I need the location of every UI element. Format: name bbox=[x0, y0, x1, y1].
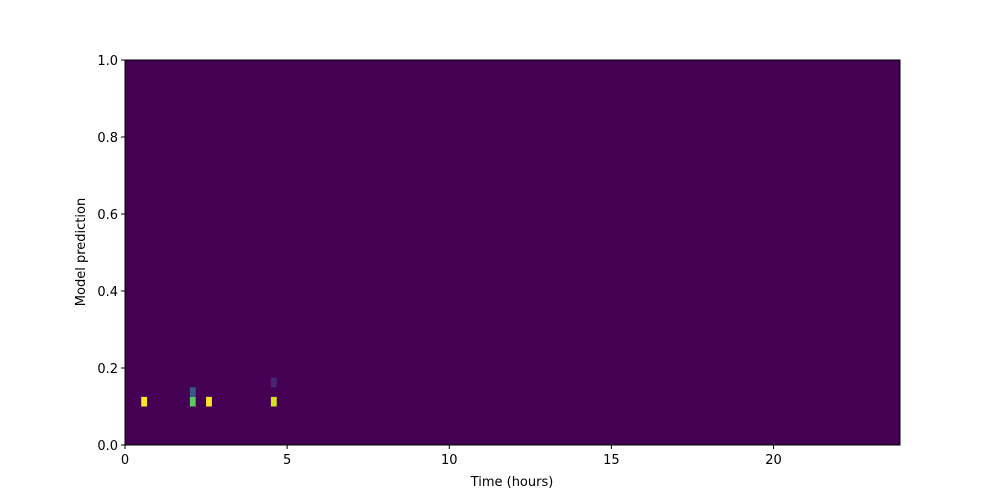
x-tick-label: 20 bbox=[765, 453, 782, 468]
y-tick-label: 0.4 bbox=[97, 285, 118, 300]
heatmap-cell bbox=[141, 396, 148, 407]
y-tick-label: 0.6 bbox=[97, 208, 118, 223]
heatmap-cell bbox=[206, 396, 212, 407]
heatmap-cell bbox=[270, 396, 277, 407]
plot-frame bbox=[124, 59, 901, 446]
heatmap-cell bbox=[270, 377, 277, 388]
x-tick-label: 5 bbox=[283, 453, 291, 468]
heatmap-cell bbox=[189, 387, 196, 397]
y-tick-label: 0.0 bbox=[97, 439, 118, 454]
x-tick-label: 0 bbox=[121, 453, 129, 468]
x-axis-label: Time (hours) bbox=[470, 475, 554, 490]
heatmap-cell bbox=[189, 396, 196, 407]
x-tick-label: 10 bbox=[441, 453, 458, 468]
y-tick-label: 1.0 bbox=[97, 54, 118, 69]
y-tick-label: 0.2 bbox=[97, 362, 118, 377]
y-axis-label: Model prediction bbox=[74, 198, 89, 306]
x-tick-label: 15 bbox=[603, 453, 620, 468]
y-tick-label: 0.8 bbox=[97, 131, 118, 146]
plot-area bbox=[125, 60, 900, 445]
